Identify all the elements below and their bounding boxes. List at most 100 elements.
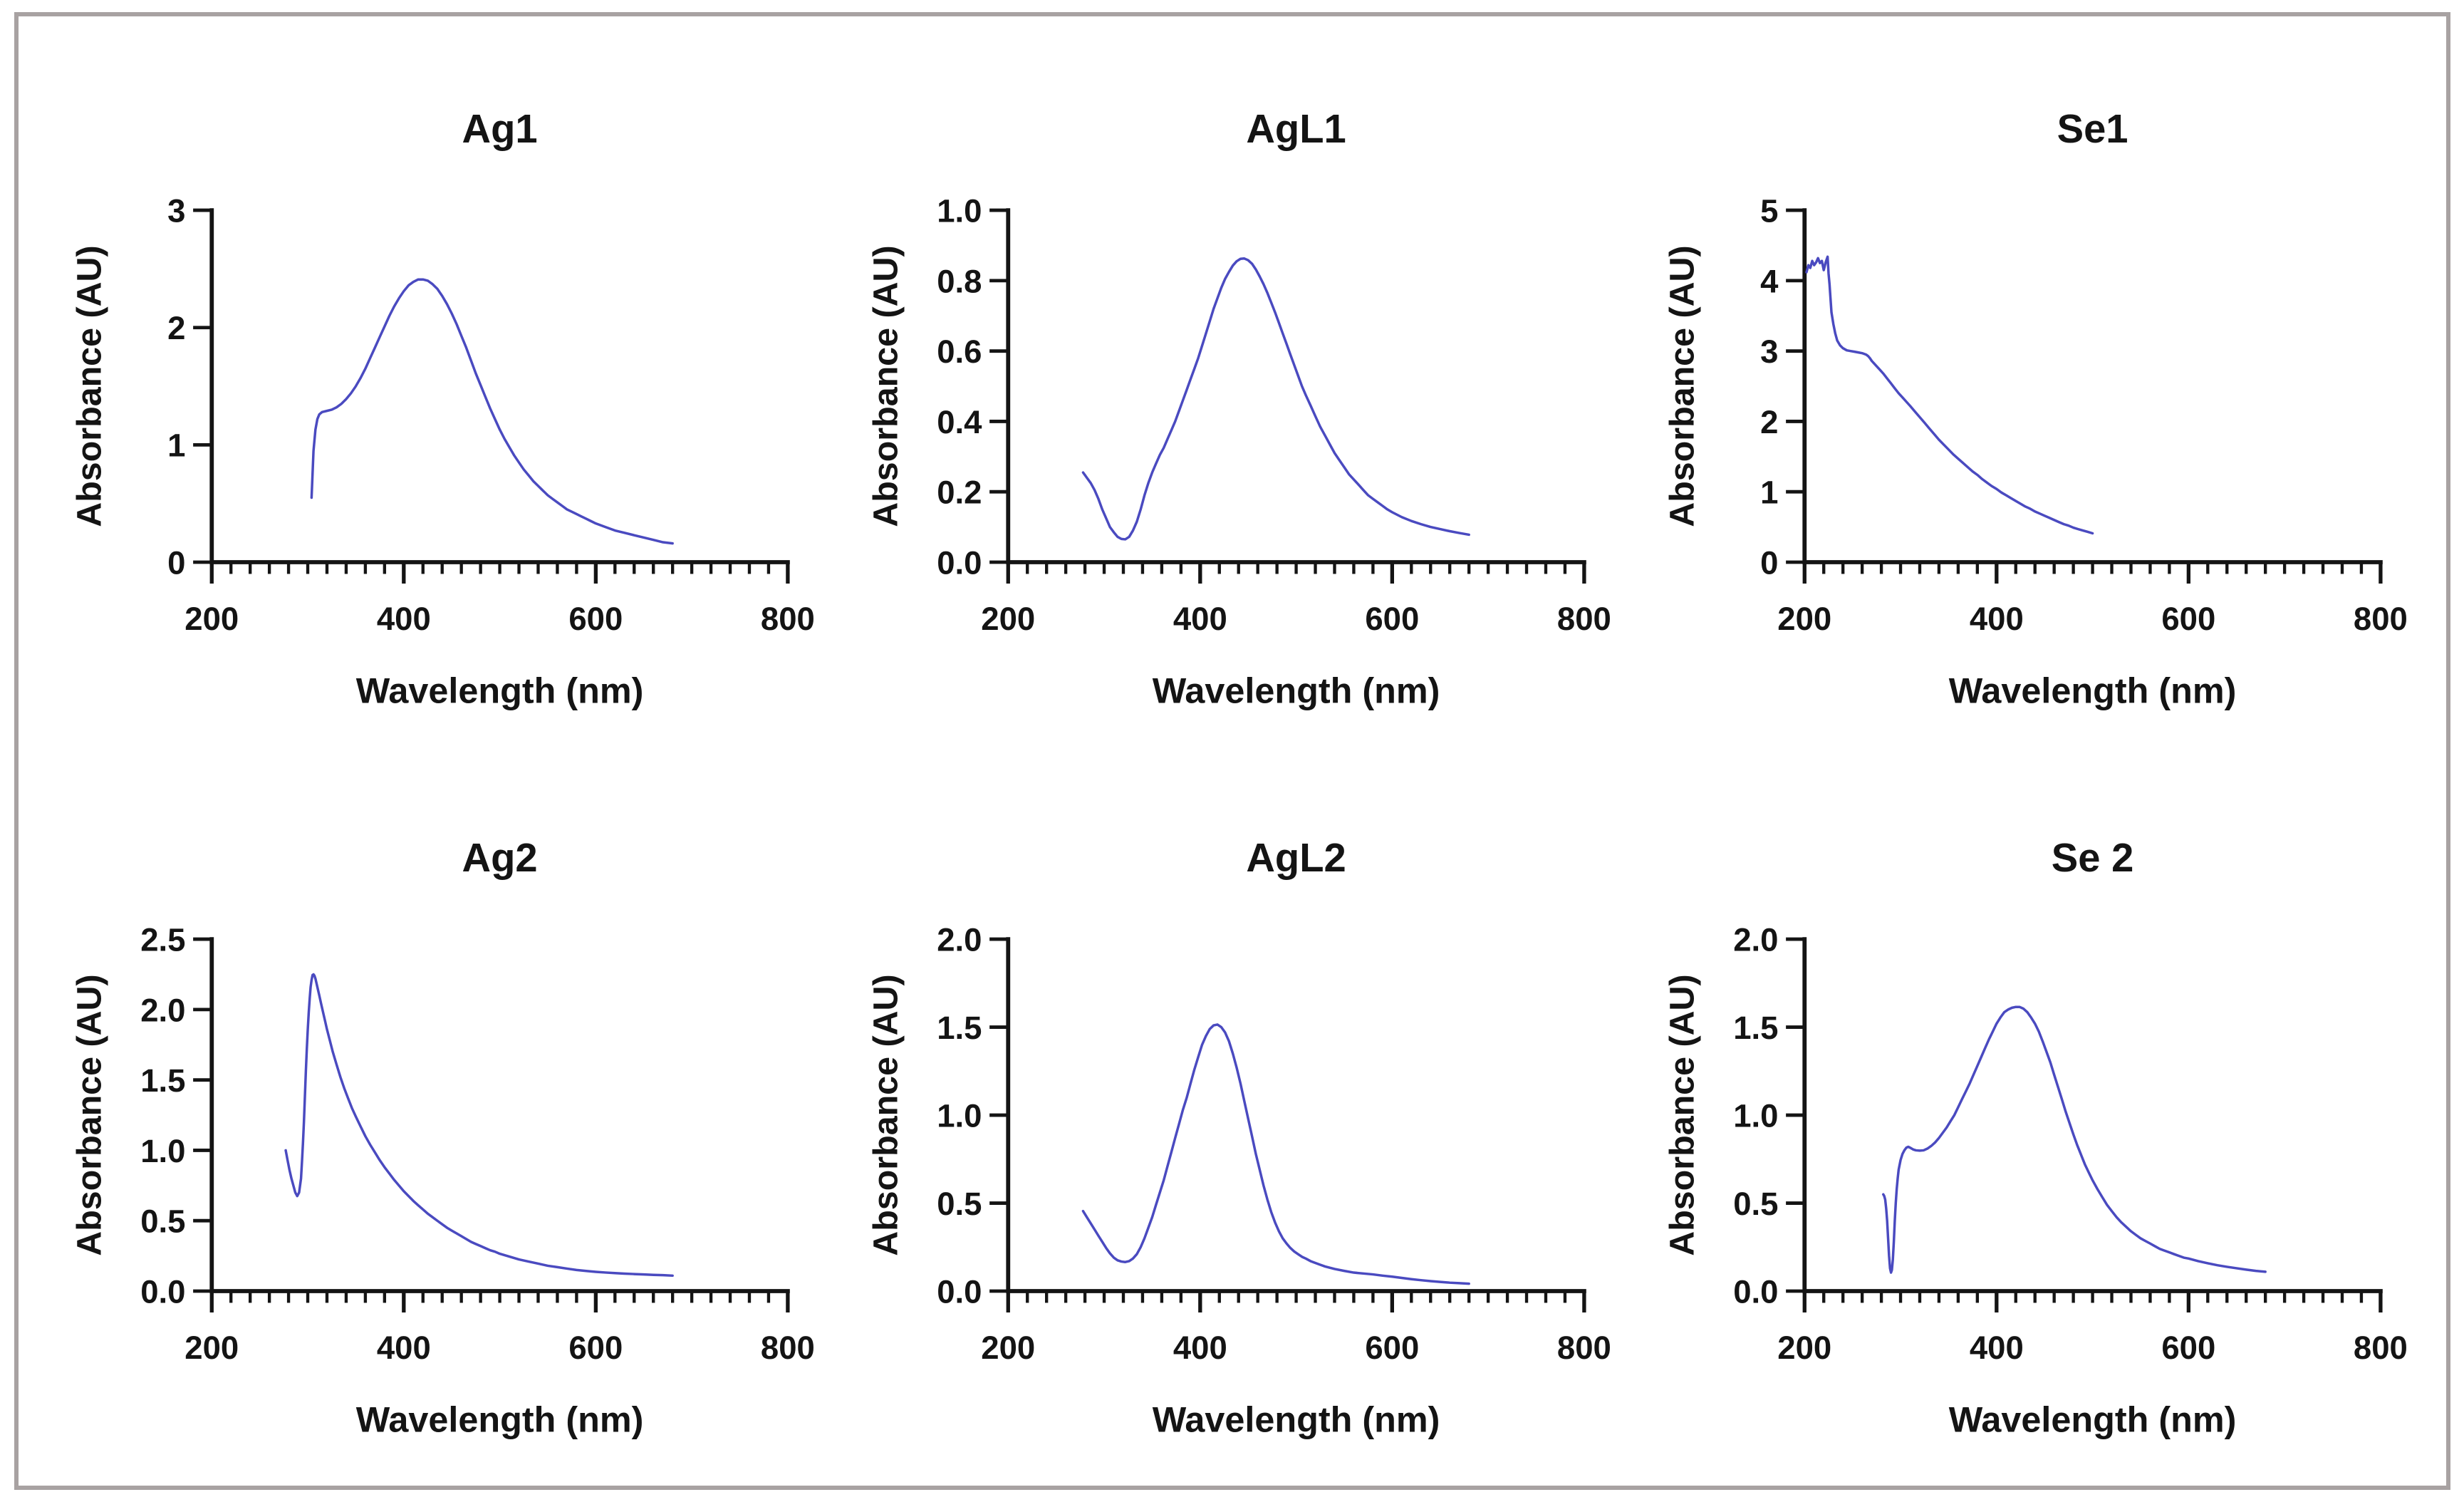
x-tick-label: 400: [377, 601, 431, 637]
y-tick-label: 3: [1760, 333, 1778, 370]
chart-panel: Ag1 Absorbance (AU) Wavelength (nm) 0 1 2 3 200…: [43, 38, 829, 748]
spectrum-chart: Ag1 Absorbance (AU) Wavelength (nm) 0 1 2 3 200…: [70, 106, 815, 711]
y-tick-label: 5: [1760, 192, 1778, 229]
y-tick-label: 0.5: [140, 1203, 185, 1240]
y-tick-label: 2.5: [140, 922, 185, 958]
y-tick-label: 2.0: [1733, 922, 1778, 958]
chart-title: Ag2: [462, 836, 538, 881]
chart-title: AgL1: [1246, 106, 1346, 151]
x-tick-label: 800: [1557, 1330, 1611, 1366]
spectrum-line: [1882, 1005, 2267, 1275]
chart-panel: Se 2 Absorbance (AU) Wavelength (nm) 0.0 0.5…: [1636, 767, 2422, 1477]
x-tick-label: 200: [1777, 601, 1831, 637]
y-tick-label: 0.8: [937, 263, 982, 299]
chart-title: AgL2: [1246, 836, 1346, 881]
y-axis-label: Absorbance (AU): [1663, 245, 1701, 527]
y-tick-label: 1.0: [1733, 1098, 1778, 1134]
y-tick-label: 2: [1760, 404, 1778, 440]
x-tick-label: 600: [2161, 1330, 2215, 1366]
spectrum-chart: Ag2 Absorbance (AU) Wavelength (nm) 0.0 0.5 1…: [70, 836, 815, 1440]
chart-panel: Ag2 Absorbance (AU) Wavelength (nm) 0.0 0.5 1…: [43, 767, 829, 1477]
x-tick-label: 800: [761, 1330, 815, 1366]
y-tick-label: 1: [1760, 475, 1778, 511]
spectrum-line: [1081, 257, 1470, 541]
y-tick-label: 2: [167, 310, 185, 346]
spectrum-line: [1081, 1023, 1470, 1285]
y-tick-label: 0.6: [937, 333, 982, 370]
chart-grid: Ag1 Absorbance (AU) Wavelength (nm) 0 1 2 3 200…: [43, 38, 2422, 1449]
axis-line: [1802, 208, 2383, 564]
x-axis-label: Wavelength (nm): [356, 670, 644, 711]
y-tick-label: 1.5: [140, 1063, 185, 1099]
chart-title: Se 2: [2052, 836, 2134, 881]
axis-line: [1802, 937, 2383, 1294]
x-axis-label: Wavelength (nm): [1949, 1399, 2237, 1440]
spectrum-line: [310, 278, 674, 545]
x-tick-label: 600: [568, 601, 623, 637]
chart-panel: AgL1 Absorbance (AU) Wavelength (nm) 0.0 0.2…: [839, 38, 1626, 748]
y-tick-label: 1.0: [937, 1098, 982, 1134]
axis-line: [1006, 937, 1586, 1294]
x-tick-label: 600: [2161, 601, 2215, 637]
y-tick-label: 1: [167, 428, 185, 464]
x-tick-label: 400: [1173, 601, 1227, 637]
x-tick-label: 200: [184, 601, 239, 637]
chart-panel: Se1 Absorbance (AU) Wavelength (nm) 0 1 2 3 4 5 2…: [1636, 38, 2422, 748]
x-tick-label: 200: [184, 1330, 239, 1366]
y-tick-label: 2.0: [140, 993, 185, 1029]
x-tick-label: 400: [1173, 1330, 1227, 1366]
axis-line: [209, 937, 790, 1294]
y-tick-label: 1.5: [1733, 1010, 1778, 1046]
chart-panel: AgL2 Absorbance (AU) Wavelength (nm) 0.0 0.5…: [839, 767, 1626, 1477]
x-axis-label: Wavelength (nm): [356, 1399, 644, 1440]
x-tick-label: 200: [981, 601, 1035, 637]
y-tick-label: 0.5: [1733, 1186, 1778, 1222]
x-tick-label: 600: [568, 1330, 623, 1366]
x-axis-label: Wavelength (nm): [1949, 670, 2237, 711]
y-tick-label: 0.5: [937, 1186, 982, 1222]
x-tick-label: 800: [2354, 601, 2408, 637]
spectrum-line: [1805, 255, 2094, 535]
spectrum-chart: Se1 Absorbance (AU) Wavelength (nm) 0 1 2 3 4 5 2…: [1663, 106, 2408, 711]
figure-border: Ag1 Absorbance (AU) Wavelength (nm) 0 1 2 3 200…: [14, 12, 2450, 1490]
axis-line: [209, 208, 790, 564]
y-axis-label: Absorbance (AU): [1663, 975, 1701, 1256]
y-axis-label: Absorbance (AU): [70, 245, 108, 527]
y-tick-label: 0.0: [1733, 1274, 1778, 1310]
x-tick-label: 400: [1970, 1330, 2024, 1366]
spectrum-chart: AgL1 Absorbance (AU) Wavelength (nm) 0.0 0.2…: [866, 106, 1611, 711]
y-tick-label: 3: [167, 192, 185, 229]
spectrum-line: [284, 973, 674, 1278]
x-tick-label: 800: [761, 601, 815, 637]
x-tick-label: 200: [981, 1330, 1035, 1366]
spectrum-chart: AgL2 Absorbance (AU) Wavelength (nm) 0.0 0.5…: [866, 836, 1611, 1440]
chart-title: Se1: [2057, 106, 2128, 151]
x-tick-label: 600: [1365, 1330, 1419, 1366]
x-tick-label: 600: [1365, 601, 1419, 637]
x-axis-label: Wavelength (nm): [1153, 1399, 1440, 1440]
y-axis-label: Absorbance (AU): [70, 975, 108, 1256]
axis-line: [1006, 208, 1586, 564]
y-tick-label: 0.0: [140, 1274, 185, 1310]
y-axis-label: Absorbance (AU): [866, 975, 905, 1256]
spectrum-chart: Se 2 Absorbance (AU) Wavelength (nm) 0.0 0.5…: [1663, 836, 2408, 1440]
x-tick-label: 200: [1777, 1330, 1831, 1366]
x-tick-label: 400: [377, 1330, 431, 1366]
y-tick-label: 0: [167, 544, 185, 581]
y-tick-label: 1.5: [937, 1010, 982, 1046]
y-tick-label: 0.0: [937, 544, 982, 581]
y-tick-label: 0.2: [937, 475, 982, 511]
y-tick-label: 0.4: [937, 404, 982, 440]
y-tick-label: 0: [1760, 544, 1778, 581]
x-tick-label: 400: [1970, 601, 2024, 637]
y-tick-label: 1.0: [140, 1133, 185, 1169]
y-tick-label: 4: [1760, 263, 1779, 299]
x-tick-label: 800: [2354, 1330, 2408, 1366]
x-tick-label: 800: [1557, 601, 1611, 637]
y-tick-label: 2.0: [937, 922, 982, 958]
y-tick-label: 1.0: [937, 192, 982, 229]
chart-title: Ag1: [462, 106, 538, 151]
y-axis-label: Absorbance (AU): [866, 245, 905, 527]
x-axis-label: Wavelength (nm): [1153, 670, 1440, 711]
